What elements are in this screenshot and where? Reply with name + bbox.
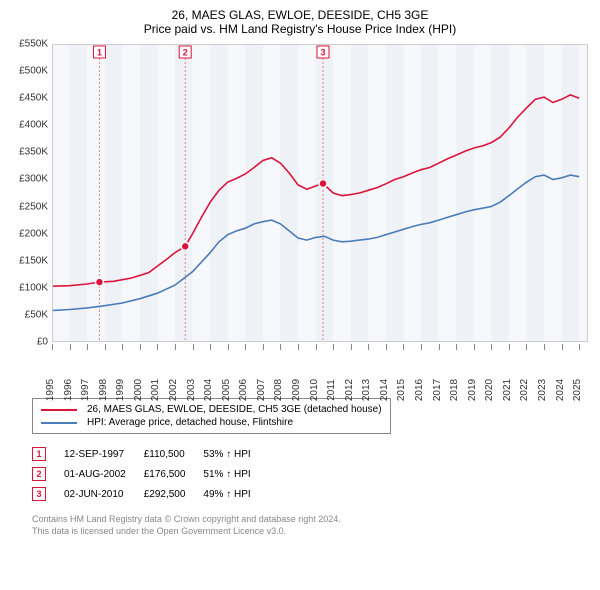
tx-price: £292,500 [144,484,204,504]
plot-svg: 1 2 3 [52,44,588,342]
y-tick-label: £100K [19,282,48,293]
svg-text:1: 1 [97,47,102,57]
tx-marker: 3 [32,487,46,501]
footer-line: This data is licensed under the Open Gov… [32,526,592,538]
x-tick-label: 2011 [326,379,337,401]
x-tick-label: 2004 [203,379,214,401]
legend-item-property: 26, MAES GLAS, EWLOE, DEESIDE, CH5 3GE (… [41,403,382,416]
x-axis: 1995199619971998199920002001200220032004… [52,344,588,392]
legend: 26, MAES GLAS, EWLOE, DEESIDE, CH5 3GE (… [32,398,391,434]
y-tick-label: £50K [25,309,48,320]
legend-swatch [41,422,77,424]
tx-pct: 49% ↑ HPI [203,484,268,504]
x-tick-label: 1998 [98,379,109,401]
x-tick-label: 2025 [572,379,583,401]
plot-area: 1 2 3 [52,44,588,342]
x-tick-label: 2019 [467,379,478,401]
x-tick-label: 2014 [379,379,390,401]
y-tick-label: £350K [19,147,48,158]
chart-title-sub: Price paid vs. HM Land Registry's House … [8,22,592,36]
legend-swatch [41,409,77,411]
x-tick-label: 2003 [186,379,197,401]
tx-pct: 53% ↑ HPI [203,444,268,464]
x-tick-label: 2018 [449,379,460,401]
chart-title-address: 26, MAES GLAS, EWLOE, DEESIDE, CH5 3GE [8,8,592,22]
y-tick-label: £500K [19,66,48,77]
x-tick-label: 1999 [115,379,126,401]
legend-item-hpi: HPI: Average price, detached house, Flin… [41,416,382,429]
tx-marker: 2 [32,467,46,481]
y-tick-label: £400K [19,120,48,131]
x-tick-label: 1996 [63,379,74,401]
x-tick-label: 2023 [537,379,548,401]
x-tick-label: 2009 [291,379,302,401]
x-tick-label: 2010 [309,379,320,401]
x-tick-label: 2008 [273,379,284,401]
tx-date: 01-AUG-2002 [64,464,144,484]
y-tick-label: £450K [19,93,48,104]
legend-label: HPI: Average price, detached house, Flin… [87,417,293,428]
x-tick-label: 2016 [414,379,425,401]
x-tick-label: 2005 [221,379,232,401]
x-tick-label: 1997 [80,379,91,401]
y-tick-label: £550K [19,39,48,50]
transactions-table: 1 12-SEP-1997£110,50053% ↑ HPI 2 01-AUG-200… [32,444,269,504]
tx-date: 02-JUN-2010 [64,484,144,504]
x-tick-label: 2020 [484,379,495,401]
tx-date: 12-SEP-1997 [64,444,144,464]
y-tick-label: £0 [37,337,48,348]
transaction-row: 2 01-AUG-2002£176,50051% ↑ HPI [32,464,269,484]
svg-text:3: 3 [320,47,325,57]
y-tick-label: £200K [19,228,48,239]
tx-price: £110,500 [144,444,204,464]
tx-pct: 51% ↑ HPI [203,464,268,484]
x-tick-label: 2002 [168,379,179,401]
x-tick-label: 2015 [396,379,407,401]
transaction-row: 1 12-SEP-1997£110,50053% ↑ HPI [32,444,269,464]
legend-label: 26, MAES GLAS, EWLOE, DEESIDE, CH5 3GE (… [87,404,382,415]
x-tick-label: 1995 [45,379,56,401]
y-tick-label: £300K [19,174,48,185]
x-tick-label: 2001 [150,379,161,401]
x-tick-label: 2022 [519,379,530,401]
x-tick-label: 2007 [256,379,267,401]
footer-attribution: Contains HM Land Registry data © Crown c… [32,514,592,537]
y-tick-label: £250K [19,201,48,212]
x-tick-label: 2012 [344,379,355,401]
tx-marker: 1 [32,447,46,461]
transaction-row: 3 02-JUN-2010£292,50049% ↑ HPI [32,484,269,504]
chart: £0 £50K £100K £150K £200K £250K £300K £350K £400… [8,40,592,392]
y-tick-label: £150K [19,255,48,266]
footer-line: Contains HM Land Registry data © Crown c… [32,514,592,526]
svg-text:2: 2 [183,47,188,57]
y-axis: £0£50K£100K£150K£200K£250K£300K£350K£400… [8,44,50,342]
x-tick-label: 2006 [238,379,249,401]
x-tick-label: 2013 [361,379,372,401]
x-tick-label: 2024 [555,379,566,401]
x-tick-label: 2000 [133,379,144,401]
x-tick-label: 2021 [502,379,513,401]
x-tick-label: 2017 [432,379,443,401]
tx-price: £176,500 [144,464,204,484]
